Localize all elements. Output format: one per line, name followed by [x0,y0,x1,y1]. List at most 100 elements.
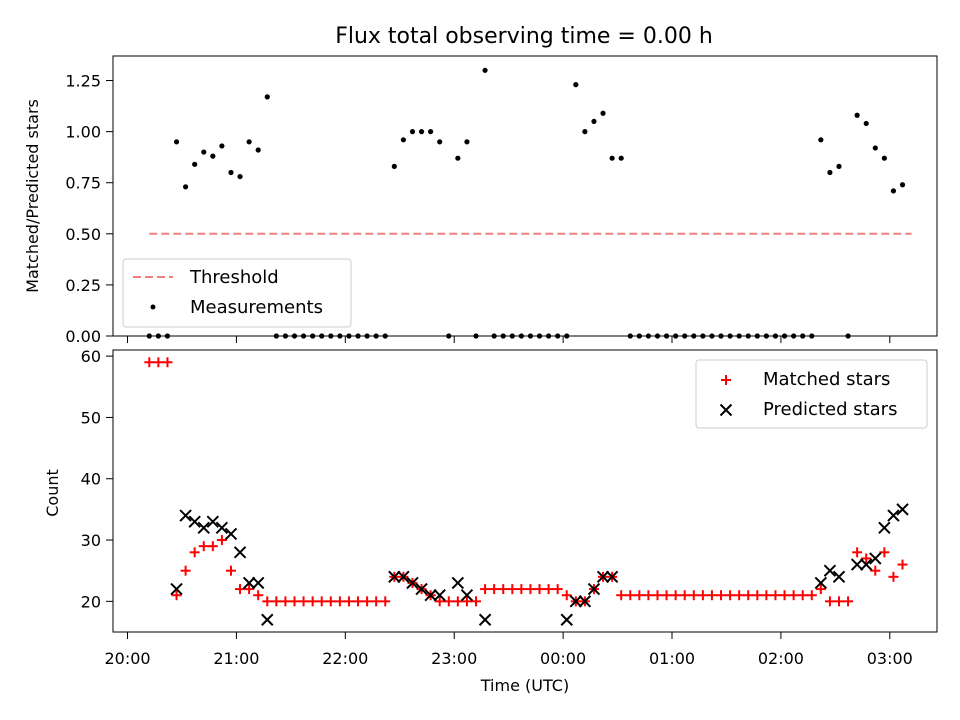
bottom-y-tick-label: 30 [81,531,101,550]
matched-point [343,596,354,607]
matched-point [670,590,681,601]
measurement-point [745,333,751,339]
predicted-point-b [242,576,256,590]
matched-point [734,590,745,601]
predicted-point-b [896,503,909,516]
bottom-y-tick-label: 20 [81,592,101,611]
matched-point [743,590,754,601]
measurement-point [373,333,379,339]
predicted-point-b [406,576,419,590]
measurement-point [418,129,425,135]
matched-point [489,584,500,595]
top-y-tick-label: 1.00 [65,123,101,142]
matched-point [434,596,445,607]
measurement-point [899,182,906,188]
measurement-point [527,333,534,339]
measurement-point [355,333,361,339]
measurement-point [264,94,270,100]
measurement-point [173,139,180,145]
predicted-point-b [188,515,201,528]
matched-point [507,584,518,595]
measurement-point [600,110,606,116]
matched-point [833,596,844,607]
matched-point [253,590,264,601]
x-tick-label: 20:00 [104,649,150,668]
matched-point [280,596,291,607]
measurement-point [182,184,189,190]
predicted-point-b [251,576,265,590]
predicted-point-b [587,582,601,596]
predicted-point-b [578,595,592,608]
matched-point [879,547,890,558]
measurement-point [709,333,715,339]
predicted-point-b [415,582,428,596]
legend-matched-marker [721,375,731,385]
measurement-point [591,118,597,125]
matched-point [516,584,527,595]
predicted-point-b [388,570,401,584]
matched-point [688,590,699,601]
predicted-point [869,552,882,565]
matched-point [552,584,563,595]
matched-point [198,541,209,552]
measurement-point [509,333,515,339]
predicted-point-b [179,509,192,522]
matched-point [171,590,182,601]
predicted-point-b [596,570,610,584]
matched-point [661,590,672,601]
matched-point [643,590,654,601]
measurement-point [364,333,370,339]
top-plot-area [112,55,938,337]
bottom-y-ticks: 20 30 40 50 60 [81,347,113,611]
matched-point [788,590,799,601]
measurement-point [219,143,225,149]
matched-point [180,565,191,576]
measurement-point [845,333,851,339]
measurement-point [827,169,833,176]
x-tick-label: 03:00 [867,649,913,668]
measurement-point [437,139,443,145]
matched-point [888,571,899,582]
measurement-point [464,139,470,145]
measurement-point [573,82,579,88]
matched-point [153,357,164,368]
legend-matched-label: Matched stars [763,369,890,390]
matched-point [870,565,881,576]
predicted-point [233,546,247,559]
measurement-point [609,155,615,161]
matched-point [561,590,572,601]
predicted-point [170,582,183,596]
matched-point [144,357,155,368]
measurement-point [872,145,878,151]
predicted-point-b [397,570,410,584]
top-y-tick-label: 0.00 [65,327,101,346]
measurement-point [854,112,860,118]
measurement-point [473,333,479,339]
predicted-point-b [823,564,837,577]
predicted-point [451,576,465,590]
measurement-point [772,333,779,339]
predicted-point-b [433,589,446,602]
predicted-point-b [605,570,619,584]
matched-point [207,541,218,552]
matched-point [897,559,908,570]
predicted-point [832,570,846,584]
predicted-point [206,515,220,528]
matched-point [806,590,817,601]
predicted-point [605,570,619,584]
measurement-point [428,129,434,135]
measurement-point [518,333,524,339]
matched-point [262,596,273,607]
measurement-point [164,333,171,339]
matched-point [725,590,736,601]
predicted-point [433,589,446,602]
matched-point [634,590,645,601]
matched-point [534,584,545,595]
predicted-point-b [869,552,882,565]
matched-point [225,565,236,576]
matched-point [316,596,327,607]
matched-point [679,590,690,601]
predicted-point-b [814,576,828,590]
measurement-point [890,188,897,194]
